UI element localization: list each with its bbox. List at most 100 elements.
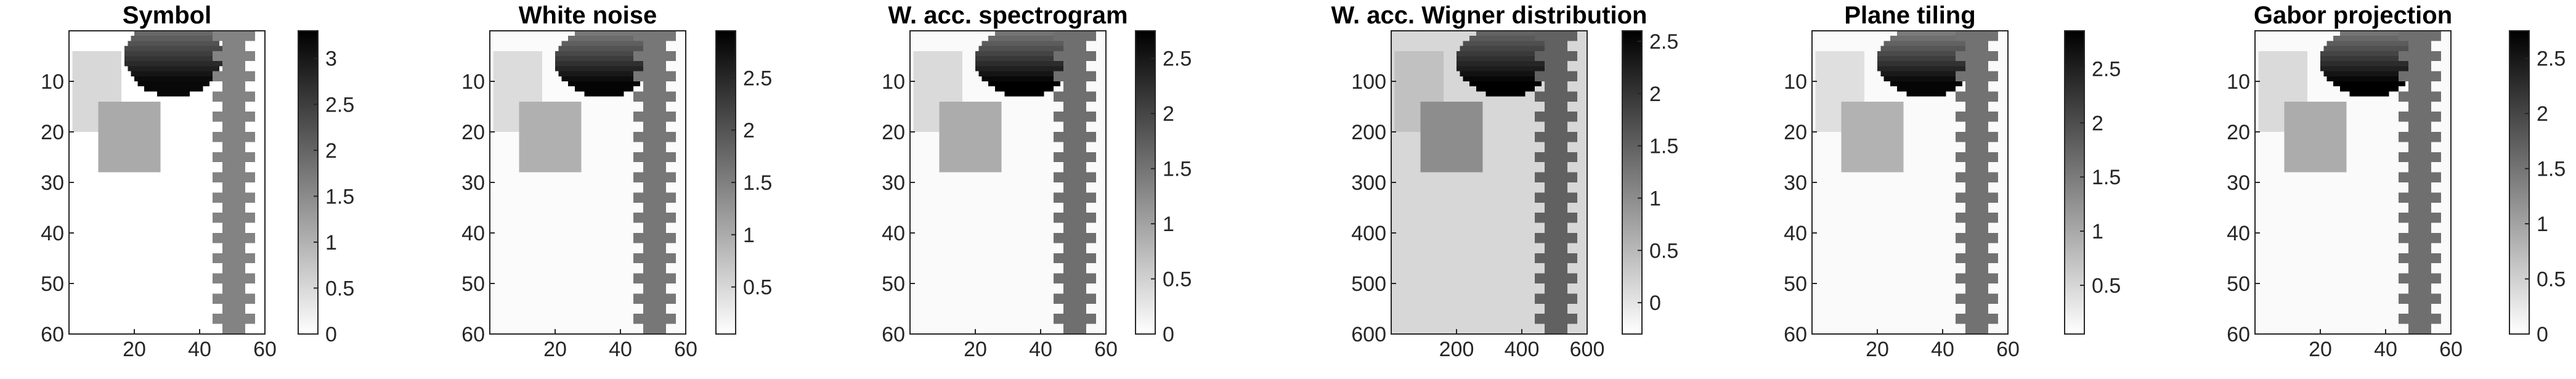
heatmap-cell	[184, 187, 187, 193]
heatmap-cell	[95, 51, 99, 57]
heatmap-cell	[643, 97, 647, 102]
heatmap-cell	[209, 192, 213, 198]
heatmap-cell	[258, 122, 262, 128]
heatmap-cell	[167, 248, 171, 254]
heatmap-cell	[141, 288, 145, 294]
heatmap-cell	[154, 177, 158, 183]
heatmap-cell	[595, 61, 598, 67]
heatmap-cell	[216, 173, 220, 178]
heatmap-cell	[542, 81, 546, 87]
heatmap-cell	[206, 283, 210, 289]
heatmap-cell	[134, 213, 138, 218]
heatmap-cell	[121, 283, 125, 289]
heatmap-cell	[160, 274, 164, 279]
heatmap-cell	[147, 36, 151, 41]
heatmap-cell	[86, 274, 89, 279]
heatmap-cell	[562, 112, 566, 117]
heatmap-cell	[154, 213, 158, 218]
heatmap-cell	[630, 102, 634, 107]
heatmap-cell	[157, 258, 161, 264]
heatmap-cell	[187, 122, 190, 128]
heatmap-cell	[154, 102, 158, 107]
heatmap-cell	[187, 203, 190, 208]
heatmap-cell	[216, 288, 220, 294]
heatmap-cell	[656, 107, 660, 112]
heatmap-cell	[128, 203, 131, 208]
heatmap-cell	[226, 61, 229, 67]
heatmap-cell	[258, 173, 262, 178]
heatmap-cell	[607, 107, 611, 112]
heatmap-cell	[151, 177, 155, 183]
heatmap-cell	[121, 152, 125, 158]
heatmap-cell	[112, 56, 115, 62]
heatmap-cell	[112, 137, 115, 142]
heatmap-cell	[562, 36, 566, 41]
heatmap-cell	[545, 86, 549, 92]
heatmap-cell	[131, 203, 135, 208]
heatmap-cell	[529, 142, 533, 147]
heatmap-cell	[640, 56, 644, 62]
heatmap-cell	[121, 182, 125, 188]
heatmap-cell	[213, 248, 216, 254]
heatmap-cell	[89, 81, 92, 87]
heatmap-cell	[660, 102, 664, 107]
heatmap-cell	[229, 299, 233, 304]
heatmap-cell	[190, 233, 193, 238]
heatmap-cell	[249, 319, 253, 324]
heatmap-cell	[235, 208, 239, 213]
heatmap-cell	[219, 243, 223, 248]
heatmap-cell	[216, 107, 220, 112]
heatmap-cell	[144, 127, 148, 132]
heatmap-cell	[190, 167, 193, 173]
heatmap-cell	[180, 147, 184, 153]
heatmap-cell	[235, 167, 239, 173]
heatmap-cell	[79, 218, 83, 223]
heatmap-cell	[197, 263, 200, 269]
heatmap-cell	[670, 71, 673, 77]
heatmap-cell	[180, 76, 184, 82]
heatmap-cell	[568, 46, 572, 52]
heatmap-cell	[147, 132, 151, 137]
heatmap-cell	[112, 107, 115, 112]
heatmap-cell	[235, 182, 239, 188]
heatmap-cell	[513, 86, 516, 92]
heatmap-cell	[209, 36, 213, 41]
heatmap-cell	[141, 162, 145, 168]
heatmap-cell	[160, 152, 164, 158]
heatmap-cell	[578, 66, 582, 71]
y-tick-label: 50	[41, 272, 64, 296]
heatmap-cell	[226, 233, 229, 238]
heatmap-cell	[548, 51, 552, 57]
heatmap-cell	[174, 76, 177, 82]
heatmap-cell	[500, 61, 503, 67]
heatmap-cell	[131, 213, 135, 218]
heatmap-cell	[637, 56, 641, 62]
heatmap-cell	[177, 248, 181, 254]
heatmap-cell	[558, 86, 562, 92]
heatmap-cell	[516, 41, 519, 46]
heatmap-cell	[249, 152, 253, 158]
heatmap-cell	[187, 167, 190, 173]
heatmap-cell	[197, 218, 200, 223]
heatmap-cell	[242, 71, 246, 77]
heatmap-cell	[157, 192, 161, 198]
heatmap-cell	[167, 319, 171, 324]
heatmap-cell	[72, 162, 76, 168]
heatmap-cell	[124, 198, 128, 203]
heatmap-cell	[607, 122, 611, 128]
heatmap-cell	[620, 86, 624, 92]
heatmap-cell	[144, 192, 148, 198]
heatmap-cell	[209, 132, 213, 137]
heatmap-cell	[242, 304, 246, 309]
heatmap-cell	[630, 122, 634, 128]
heatmap-cell	[82, 132, 86, 137]
heatmap-cell	[255, 107, 259, 112]
heatmap-cell	[170, 263, 174, 269]
heatmap-cell	[607, 116, 611, 122]
heatmap-cell	[144, 314, 148, 319]
heatmap-cell	[174, 304, 177, 309]
heatmap-cell	[497, 102, 500, 107]
heatmap-cell	[134, 324, 138, 330]
heatmap-cell	[673, 56, 677, 62]
heatmap-cell	[213, 97, 216, 102]
